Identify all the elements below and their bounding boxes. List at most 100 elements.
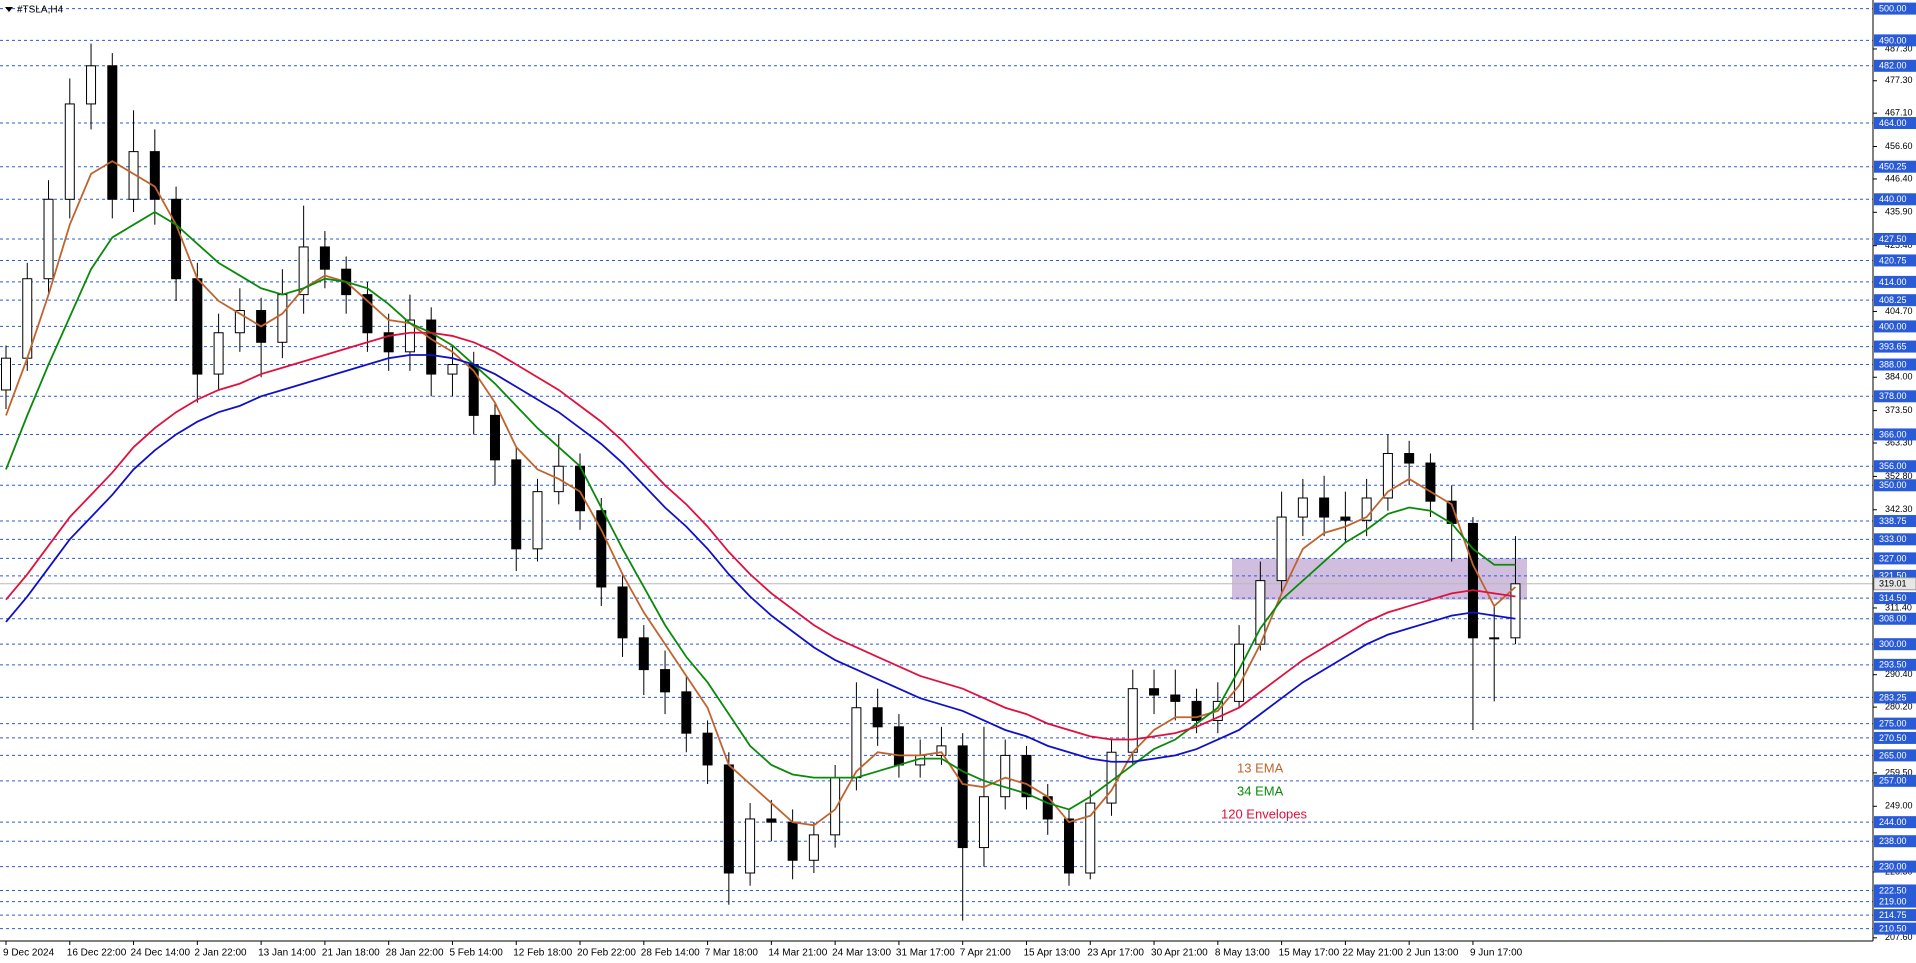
level-label-bg <box>1874 731 1916 744</box>
y-tick-label: 311.40 <box>1885 602 1912 612</box>
candle-body <box>1170 694 1181 702</box>
level-label: 366.00 <box>1879 429 1907 439</box>
series-annotation: 13 EMA <box>1237 760 1284 775</box>
level-label-bg <box>1874 860 1916 873</box>
level-label: 482.00 <box>1879 61 1907 71</box>
candle-body <box>893 726 904 766</box>
level-label-bg <box>1874 612 1916 625</box>
level-label-bg <box>1874 638 1916 651</box>
x-tick-label: 14 Mar 21:00 <box>768 948 827 959</box>
level-label: 388.00 <box>1879 359 1907 369</box>
candle-body <box>1234 643 1245 702</box>
level-label: 333.00 <box>1879 534 1907 544</box>
y-tick-label: 280.20 <box>1885 701 1913 711</box>
x-tick-label: 9 Jun 17:00 <box>1470 948 1523 959</box>
level-label: 420.75 <box>1879 255 1907 265</box>
level-label: 408.25 <box>1879 295 1907 305</box>
level-label: 393.65 <box>1879 341 1907 351</box>
level-label-bg <box>1874 193 1916 206</box>
level-label: 338.75 <box>1879 516 1907 526</box>
x-tick-label: 28 Feb 14:00 <box>641 948 700 959</box>
current-price-bg <box>1873 577 1916 591</box>
candle-body <box>86 65 97 105</box>
level-label-bg <box>1874 2 1916 15</box>
level-label-bg <box>1874 691 1916 704</box>
level-label: 464.00 <box>1879 118 1907 128</box>
candle-body <box>383 332 394 353</box>
level-label-bg <box>1874 592 1916 605</box>
candle-body <box>362 294 373 334</box>
candle-body <box>1425 462 1436 502</box>
level-label: 356.00 <box>1879 461 1907 471</box>
level-label-bg <box>1874 774 1916 787</box>
level-label: 257.00 <box>1879 776 1907 786</box>
candle-body <box>1404 453 1415 464</box>
x-tick-label: 8 May 13:00 <box>1215 948 1270 959</box>
level-label-bg <box>1874 428 1916 441</box>
candle-body <box>192 278 203 375</box>
candle-body <box>404 319 415 353</box>
y-tick-label: 425.40 <box>1885 240 1913 250</box>
symbol-dropdown-icon[interactable] <box>5 7 13 12</box>
candle-body <box>277 294 288 343</box>
candle-body <box>936 745 947 756</box>
level-label: 414.00 <box>1879 277 1907 287</box>
ema-line <box>5 160 1517 827</box>
candle-body <box>511 459 522 550</box>
level-label-bg <box>1874 816 1916 829</box>
level-label: 427.50 <box>1879 234 1907 244</box>
x-tick-label: 23 Apr 17:00 <box>1087 948 1144 959</box>
level-label: 350.00 <box>1879 480 1907 490</box>
x-tick-label: 30 Apr 21:00 <box>1151 948 1208 959</box>
y-tick-label: 446.40 <box>1885 173 1913 183</box>
level-label: 308.00 <box>1879 614 1907 624</box>
level-label: 450.25 <box>1879 162 1907 172</box>
level-label-bg <box>1874 320 1916 333</box>
level-label: 244.00 <box>1879 817 1907 827</box>
candle-body <box>171 198 182 280</box>
level-label: 378.00 <box>1879 391 1907 401</box>
level-label-bg <box>1874 460 1916 473</box>
level-label-bg <box>1874 552 1916 565</box>
x-tick-label: 28 Jan 22:00 <box>386 948 444 959</box>
x-tick-label: 16 Dec 22:00 <box>67 948 127 959</box>
candle-body <box>872 707 883 728</box>
candle-body <box>1361 497 1372 521</box>
envelope-upper <box>5 331 1516 741</box>
level-label-bg <box>1874 34 1916 47</box>
envelope-lower <box>5 354 1516 763</box>
candle-body <box>681 691 692 734</box>
level-label-bg <box>1874 275 1916 288</box>
candle-body <box>149 151 160 200</box>
candle-body <box>638 637 649 671</box>
level-label: 321.50 <box>1879 571 1907 581</box>
x-tick-label: 12 Feb 18:00 <box>513 948 572 959</box>
level-label-bg <box>1874 533 1916 546</box>
x-tick-label: 24 Mar 13:00 <box>832 948 891 959</box>
level-label-bg <box>1874 895 1916 908</box>
candle-body <box>851 707 862 779</box>
y-tick-label: 456.60 <box>1885 141 1913 151</box>
candle-body <box>702 732 713 766</box>
candle-body <box>1149 688 1160 696</box>
x-tick-label: 7 Apr 21:00 <box>960 948 1012 959</box>
candle-body <box>532 491 543 550</box>
y-tick-label: 477.30 <box>1885 75 1913 85</box>
candle-body <box>808 834 819 861</box>
y-tick-label: 384.00 <box>1885 372 1913 382</box>
y-tick-label: 342.30 <box>1885 504 1913 514</box>
level-label-bg <box>1874 884 1916 897</box>
x-tick-label: 24 Dec 14:00 <box>131 948 191 959</box>
level-label: 327.00 <box>1879 553 1907 563</box>
level-label: 219.00 <box>1879 896 1907 906</box>
level-label-bg <box>1874 340 1916 353</box>
candle-body <box>787 821 798 861</box>
candle-body <box>319 246 330 270</box>
level-label-bg <box>1874 922 1916 935</box>
level-label-bg <box>1874 658 1916 671</box>
level-label: 440.00 <box>1879 194 1907 204</box>
candle-body <box>128 151 139 200</box>
chart-title: #TSLA,H4 <box>17 5 64 16</box>
candle-body <box>1382 453 1393 499</box>
candle-body <box>1297 497 1308 518</box>
